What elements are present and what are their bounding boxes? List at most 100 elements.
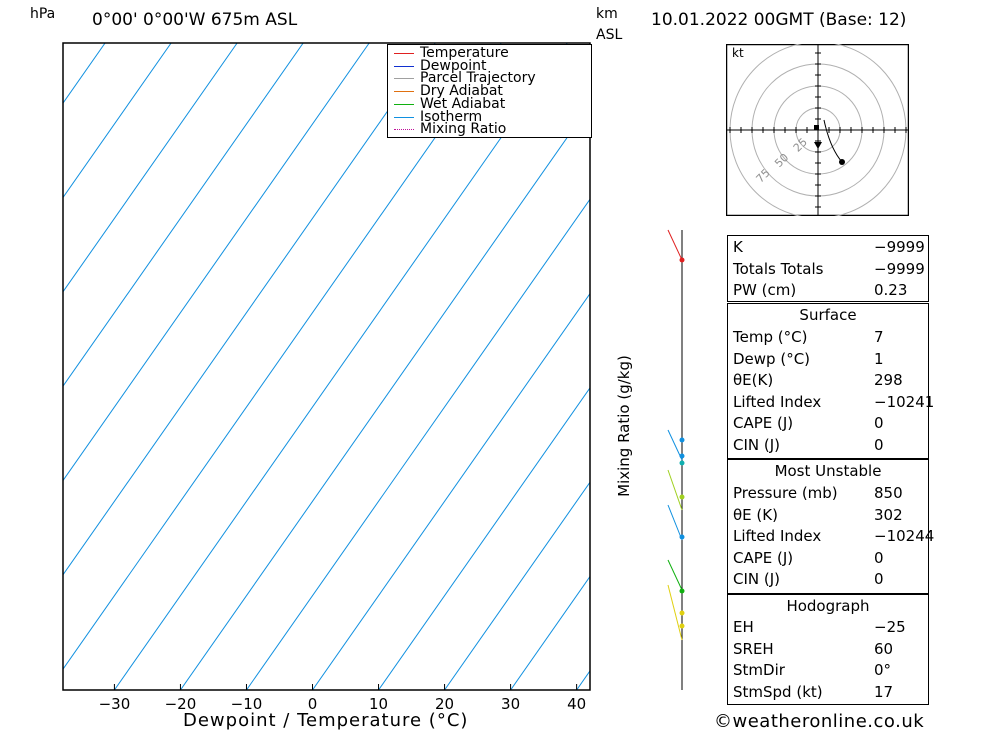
pressure-unit-label: hPa (30, 6, 56, 22)
surface-value: 1 (874, 349, 884, 368)
isotherm-line (510, 575, 590, 690)
legend-entry: Wet Adiabat (392, 95, 587, 112)
surface-row: CIN (J) 0 (728, 435, 928, 456)
index-label: K (733, 238, 743, 256)
surface-label: θE(K) (733, 371, 774, 389)
wind-barb (667, 469, 683, 511)
surface-row: Temp (°C) 7 (728, 327, 928, 348)
storm-motion-marker (814, 142, 822, 149)
surface-row: θE(K) 298 (728, 370, 928, 391)
index-row: Totals Totals −9999 (728, 259, 928, 280)
wind-level-dot (679, 494, 685, 500)
legend-entry: Temperature (392, 45, 587, 61)
hodograph-index-label: SREH (733, 639, 774, 658)
wind-barb (667, 229, 683, 261)
mixing-ratio-axis-label: Mixing Ratio (g/kg) (615, 355, 633, 497)
legend-swatch (394, 116, 414, 118)
index-label: Totals Totals (733, 259, 824, 278)
surface-label: CAPE (J) (733, 414, 794, 432)
hodograph-origin-marker (814, 125, 819, 130)
most-unstable-value: 0 (874, 570, 884, 588)
surface-row: Dewp (°C) 1 (728, 349, 928, 370)
hodograph-trace (823, 119, 843, 163)
legend-entry: Parcel Trajectory (392, 70, 587, 87)
wind-barb (667, 504, 683, 541)
legend-entry: Dry Adiabat (392, 83, 587, 99)
surface-title: Surface (799, 306, 857, 324)
most-unstable-row: CAPE (J) 0 (728, 548, 928, 569)
copyright-footer[interactable]: ©weatheronline.co.uk (714, 711, 925, 732)
isotherm-line (63, 43, 370, 482)
surface-value: 298 (874, 371, 903, 389)
legend-swatch (394, 103, 414, 105)
temperature-tick-label: −10 (231, 695, 263, 713)
hodograph-index-row: StmSpd (kt) 17 (728, 682, 928, 703)
legend-swatch (394, 65, 414, 67)
indices-top-table: K −9999 Totals Totals −9999 PW (cm) 0.23 (727, 235, 929, 302)
isotherm-line (63, 43, 436, 576)
asl-unit-label: ASL (596, 27, 623, 43)
isotherm-line (312, 292, 590, 690)
hodograph-index-value: 60 (874, 639, 894, 658)
hodograph-index-row: StmDir 0° (728, 660, 928, 681)
wind-level-dot (679, 623, 685, 629)
hodograph-endpoint (839, 159, 845, 165)
surface-label: Temp (°C) (733, 328, 808, 346)
legend-swatch (394, 129, 414, 131)
surface-value: 0 (874, 414, 884, 432)
plot-frame (62, 42, 591, 691)
isotherm-line (444, 481, 590, 690)
surface-row: Lifted Index −10241 (728, 392, 934, 413)
wind-level-dot (679, 437, 685, 443)
temperature-tick-label: 10 (369, 695, 388, 713)
hodograph-index-title: Hodograph (786, 597, 870, 615)
legend-swatch (394, 53, 414, 54)
temperature-tick-label: 40 (567, 695, 586, 713)
hodograph-index-value: −25 (874, 618, 906, 636)
most-unstable-value: 302 (874, 505, 903, 524)
isotherm-line (63, 43, 172, 199)
most-unstable-value: 0 (874, 548, 884, 567)
most-unstable-value: −10244 (874, 527, 935, 545)
index-value: −9999 (874, 238, 925, 256)
legend-label: Isotherm (420, 108, 483, 125)
x-axis-label: Dewpoint / Temperature (°C) (183, 710, 469, 731)
hodograph-index-value: 17 (874, 682, 894, 701)
legend: Temperature Dewpoint Parcel Trajectory Dry … (387, 44, 592, 138)
index-value: 0.23 (874, 281, 908, 299)
surface-label: Dewp (°C) (733, 349, 811, 368)
most-unstable-row: CIN (J) 0 (728, 569, 928, 590)
index-row: K −9999 (728, 237, 928, 258)
isotherm-line (378, 387, 590, 690)
hodograph-index-value: 0° (874, 661, 892, 679)
temperature-tick-label: −30 (99, 695, 131, 713)
most-unstable-label: Pressure (mb) (733, 484, 838, 502)
wind-level-dot (679, 610, 685, 616)
most-unstable-row: Pressure (mb) 850 (728, 483, 928, 504)
surface-value: 0 (874, 435, 884, 454)
legend-label: Dewpoint (420, 57, 487, 74)
legend-label: Parcel Trajectory (420, 70, 536, 87)
hodograph-unit-label: kt (732, 46, 744, 60)
isotherm-line (63, 43, 304, 388)
index-row: PW (cm) 0.23 (728, 280, 928, 301)
most-unstable-label: θE (K) (733, 505, 778, 524)
surface-value: −10241 (874, 392, 935, 411)
datetime-title: 10.01.2022 00GMT (Base: 12) (651, 10, 907, 30)
hodograph-index-label: StmSpd (kt) (733, 682, 823, 701)
surface-row: CAPE (J) 0 (728, 413, 928, 434)
location-title: 0°00' 0°00'W 675m ASL (92, 10, 298, 30)
isotherm-line (0, 43, 39, 690)
most-unstable-title: Most Unstable (774, 462, 882, 480)
hodograph-index-row: SREH 60 (728, 639, 928, 660)
most-unstable-value: 850 (874, 484, 903, 502)
legend-label: Wet Adiabat (420, 95, 506, 112)
surface-table: Surface Temp (°C) 7 Dewp (°C) 1 θE(K) 298 Lifte… (727, 303, 934, 459)
most-unstable-row: θE (K) 302 (728, 505, 928, 526)
isotherm-line (180, 104, 590, 690)
hodograph-index-row: EH −25 (728, 617, 928, 638)
hodograph-index-label: StmDir (733, 661, 785, 679)
legend-label: Mixing Ratio (420, 121, 507, 138)
